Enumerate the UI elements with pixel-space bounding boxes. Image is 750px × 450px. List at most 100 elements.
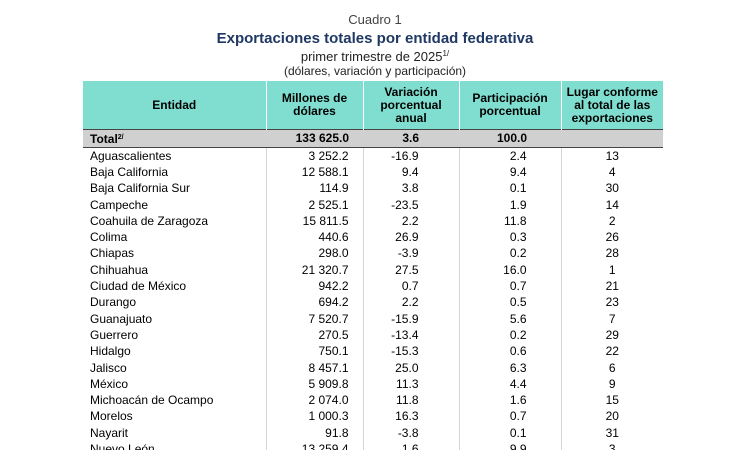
cell-variacion: -3.8	[362, 425, 459, 442]
cell-variacion: 16.3	[362, 408, 459, 426]
subtitle-footnote-mark: 1/	[442, 49, 450, 58]
cell-participacion: 4.4	[458, 376, 561, 393]
cell-millones: 5 909.8	[265, 376, 363, 393]
cell-millones: 8 457.1	[265, 359, 363, 377]
cell-participacion: 9.9	[458, 441, 561, 450]
cell-participacion: 1.6	[458, 392, 561, 409]
cell-lugar: 26	[560, 229, 663, 246]
table-row: Aguascalientes 3 252.2 -16.9 2.4 13	[83, 147, 663, 165]
table-row: Guerrero 270.5 -13.4 0.2 29	[83, 327, 663, 344]
total-variacion: 3.6	[363, 129, 459, 148]
cell-participacion: 11.8	[458, 213, 561, 230]
cell-participacion: 0.7	[458, 278, 561, 295]
cell-participacion: 6.3	[458, 359, 561, 377]
total-label-cell: Total2/	[83, 129, 266, 148]
cell-participacion: 2.4	[458, 147, 561, 165]
table-number: Cuadro 1	[348, 12, 402, 27]
cell-entidad: Aguascalientes	[90, 148, 172, 163]
cell-participacion: 0.2	[458, 245, 561, 263]
cell-lugar: 14	[560, 196, 663, 214]
cell-variacion: 11.8	[362, 392, 459, 409]
table-row: Baja California 12 588.1 9.4 9.4 4	[83, 164, 663, 181]
total-lugar	[561, 129, 663, 148]
cell-entidad: Ciudad de México	[90, 279, 187, 294]
cell-millones: 298.0	[265, 245, 363, 263]
column-header-entidad: Entidad	[83, 81, 266, 130]
table-row: Chiapas 298.0 -3.9 0.2 28	[83, 245, 663, 263]
total-row: Total2/ 133 625.0 3.6 100.0	[83, 129, 663, 148]
cell-variacion: 2.2	[362, 213, 459, 230]
cell-millones: 7 520.7	[265, 310, 363, 328]
column-header-millones: Millones de dólares	[265, 81, 363, 130]
cell-participacion: 5.6	[458, 310, 561, 328]
table-row: Michoacán de Ocampo 2 074.0 11.8 1.6 15	[83, 392, 663, 409]
cell-lugar: 1	[560, 262, 663, 279]
cell-lugar: 30	[560, 180, 663, 197]
table-row: Coahuila de Zaragoza 15 811.5 2.2 11.8 2	[83, 213, 663, 230]
cell-millones: 270.5	[265, 327, 363, 344]
cell-millones: 21 320.7	[265, 262, 363, 279]
cell-entidad: Baja California	[90, 164, 169, 179]
table-row: Guanajuato 7 520.7 -15.9 5.6 7	[83, 310, 663, 328]
total-participacion: 100.0	[459, 129, 561, 148]
column-header-variacion: Variación porcentual anual	[362, 81, 459, 130]
table-row: Morelos 1 000.3 16.3 0.7 20	[83, 408, 663, 426]
cell-variacion: -15.9	[362, 310, 459, 328]
cell-lugar: 7	[560, 310, 663, 328]
table-row: Nayarit 91.8 -3.8 0.1 31	[83, 425, 663, 442]
table-row: Durango 694.2 2.2 0.5 23	[83, 294, 663, 311]
cell-lugar: 6	[560, 359, 663, 377]
cell-participacion: 0.5	[458, 294, 561, 311]
cell-entidad: Chihuahua	[90, 262, 149, 277]
cell-participacion: 9.4	[458, 164, 561, 181]
cell-millones: 2 074.0	[265, 392, 363, 409]
cell-entidad: Michoacán de Ocampo	[90, 393, 214, 408]
cell-entidad: Jalisco	[90, 360, 127, 375]
cell-variacion: -23.5	[362, 196, 459, 214]
subtitle-text: primer trimestre de 2025	[300, 49, 443, 64]
cell-entidad: Campeche	[90, 197, 149, 212]
cell-variacion: -16.9	[362, 147, 459, 165]
cell-millones: 942.2	[265, 278, 363, 295]
cell-variacion: 1.6	[362, 441, 459, 450]
cell-variacion: 26.9	[362, 229, 459, 246]
header-row: Entidad Millones de dólares Variación po…	[83, 81, 663, 130]
table-row: Jalisco 8 457.1 25.0 6.3 6	[83, 359, 663, 377]
cell-entidad: Coahuila de Zaragoza	[90, 213, 209, 228]
cell-participacion: 1.9	[458, 196, 561, 214]
cell-millones: 750.1	[265, 343, 363, 360]
column-header-participacion: Participación porcentual	[458, 81, 561, 130]
cell-millones: 694.2	[265, 294, 363, 311]
table-row: Ciudad de México 942.2 0.7 0.7 21	[83, 278, 663, 295]
cell-variacion: 0.7	[362, 278, 459, 295]
cell-entidad: Guerrero	[90, 327, 139, 342]
cell-lugar: 28	[560, 245, 663, 263]
total-footnote-mark: 2/	[117, 134, 124, 141]
cell-entidad: Baja California Sur	[90, 181, 191, 196]
cell-lugar: 15	[560, 392, 663, 409]
cell-variacion: 27.5	[362, 262, 459, 279]
table-row: Campeche 2 525.1 -23.5 1.9 14	[83, 196, 663, 214]
cell-participacion: 0.2	[458, 327, 561, 344]
cell-variacion: 9.4	[362, 164, 459, 181]
cell-variacion: 3.8	[362, 180, 459, 197]
cell-entidad: Morelos	[90, 409, 133, 424]
column-header-lugar: Lugar conforme al total de las exportaci…	[560, 81, 663, 130]
cell-millones: 13 259.4	[265, 441, 363, 450]
cell-millones: 3 252.2	[265, 147, 363, 165]
table-units: (dólares, variación y participación)	[283, 64, 467, 78]
cell-lugar: 9	[560, 376, 663, 393]
cell-lugar: 2	[560, 213, 663, 230]
cell-participacion: 0.1	[458, 425, 561, 442]
cell-lugar: 22	[560, 343, 663, 360]
exports-table: Entidad Millones de dólares Variación po…	[83, 81, 663, 450]
cell-variacion: -15.3	[362, 343, 459, 360]
cell-millones: 2 525.1	[265, 196, 363, 214]
cell-participacion: 16.0	[458, 262, 561, 279]
table-row: Nuevo León 13 259.4 1.6 9.9 3	[83, 441, 663, 450]
cell-participacion: 0.3	[458, 229, 561, 246]
table-row: Hidalgo 750.1 -15.3 0.6 22	[83, 343, 663, 360]
cell-lugar: 13	[560, 147, 663, 165]
cell-participacion: 0.7	[458, 408, 561, 426]
cell-entidad: Hidalgo	[90, 344, 131, 359]
